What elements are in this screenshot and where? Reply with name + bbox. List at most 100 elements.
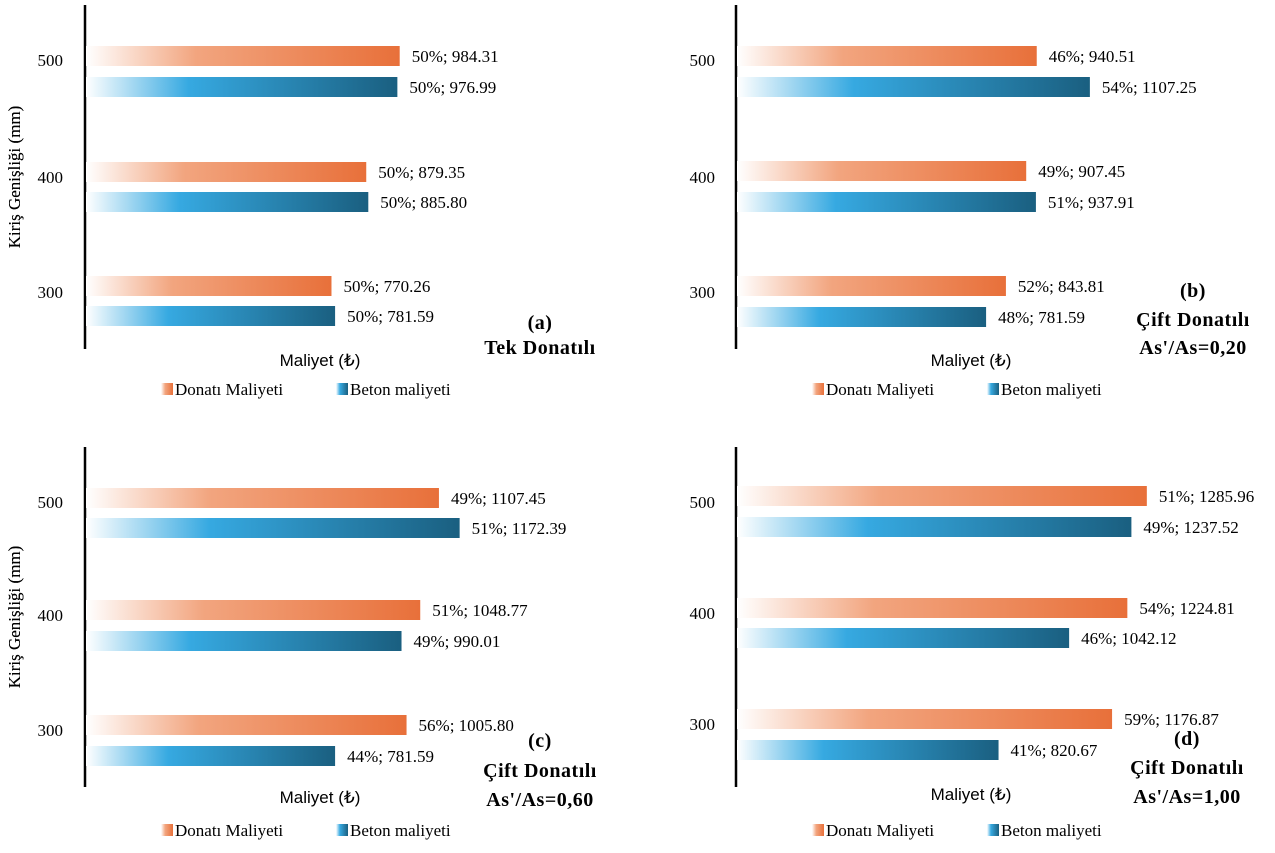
category-label-300: 300: [690, 715, 716, 734]
data-label-beton-500: 49%; 1237.52: [1143, 518, 1238, 537]
data-label-donati-300: 59%; 1176.87: [1124, 710, 1219, 729]
y-axis-label: Kiriş Genişliği (mm): [5, 106, 24, 249]
category-label-500: 500: [38, 493, 64, 512]
panel-caption-line: As'/As=0,20: [1139, 337, 1246, 359]
legend-label-beton: Beton maliyeti: [1001, 380, 1102, 399]
chart-panel-b: Kiriş Genişliği (mm) 300 400 500 52%; 843.81…: [5, 5, 1250, 399]
bar-beton-400: [737, 192, 1036, 212]
data-label-donati-400: 50%; 879.35: [378, 163, 465, 182]
panel-caption-line: Çift Donatılı: [1136, 309, 1250, 331]
chart-panel-a: Kiriş Genişliği (mm) 300 400 500 50%; 770.26…: [5, 5, 595, 399]
legend-label-beton: Beton maliyeti: [350, 821, 451, 840]
panel-caption-line: Çift Donatılı: [483, 760, 597, 782]
bar-donati-300: [86, 715, 407, 735]
bar-beton-300: [86, 746, 336, 766]
category-label-400: 400: [38, 606, 64, 625]
bar-donati-300: [86, 276, 332, 296]
bar-donati-400: [86, 162, 367, 182]
category-label-500: 500: [690, 51, 716, 70]
data-label-beton-400: 50%; 885.80: [380, 193, 467, 212]
data-label-beton-500: 51%; 1172.39: [472, 519, 567, 538]
data-label-donati-500: 51%; 1285.96: [1159, 487, 1254, 506]
category-label-500: 500: [690, 493, 716, 512]
bar-beton-400: [737, 628, 1070, 648]
legend-swatch-beton: [336, 824, 348, 836]
bar-donati-300: [737, 276, 1006, 296]
data-label-beton-400: 46%; 1042.12: [1081, 629, 1176, 648]
legend-swatch-beton: [987, 383, 999, 395]
category-label-400: 400: [690, 604, 716, 623]
bar-beton-400: [86, 192, 369, 212]
data-label-donati-500: 50%; 984.31: [412, 47, 499, 66]
panel-label: (c): [528, 730, 552, 752]
data-label-donati-400: 54%; 1224.81: [1139, 599, 1234, 618]
category-label-500: 500: [38, 51, 64, 70]
panel-label: (b): [1180, 280, 1206, 302]
bar-beton-300: [86, 306, 336, 326]
bar-donati-500: [737, 486, 1147, 506]
chart-panel-d: Kiriş Genişliği (mm) 300 400 500 59%; 1176.8…: [5, 447, 1254, 840]
legend-swatch-donati: [161, 383, 173, 395]
bar-beton-300: [737, 740, 999, 760]
data-label-donati-300: 56%; 1005.80: [419, 716, 514, 735]
x-axis-label: Maliyet (₺): [931, 785, 1012, 804]
legend-label-donati: Donatı Maliyeti: [826, 380, 934, 399]
data-label-donati-500: 49%; 1107.45: [451, 489, 546, 508]
category-label-300: 300: [38, 283, 64, 302]
chart-panel-c: Kiriş Genişliği (mm) 300 400 500 56%; 1005.8…: [5, 447, 597, 840]
bar-donati-400: [737, 161, 1027, 181]
data-label-beton-400: 49%; 990.01: [414, 632, 501, 651]
panel-caption-line: As'/As=1,00: [1133, 786, 1240, 808]
bar-beton-500: [86, 77, 398, 97]
legend-label-donati: Donatı Maliyeti: [826, 821, 934, 840]
bar-donati-400: [86, 600, 421, 620]
legend-label-beton: Beton maliyeti: [1001, 821, 1102, 840]
data-label-donati-500: 46%; 940.51: [1049, 47, 1136, 66]
data-label-beton-300: 50%; 781.59: [347, 307, 434, 326]
data-label-beton-400: 51%; 937.91: [1048, 193, 1135, 212]
bar-donati-500: [737, 46, 1037, 66]
bar-beton-500: [737, 517, 1132, 537]
legend-swatch-beton: [336, 383, 348, 395]
bar-beton-500: [86, 518, 460, 538]
legend-swatch-beton: [987, 824, 999, 836]
category-label-300: 300: [690, 283, 716, 302]
y-axis-label: Kiriş Genişliği (mm): [5, 106, 24, 249]
data-label-beton-500: 50%; 976.99: [409, 78, 496, 97]
legend-swatch-donati: [161, 824, 173, 836]
bar-donati-300: [737, 709, 1113, 729]
category-label-400: 400: [38, 168, 64, 187]
x-axis-label: Maliyet (₺): [931, 351, 1012, 370]
data-label-donati-300: 52%; 843.81: [1018, 277, 1105, 296]
y-axis-label: Kiriş Genişliği (mm): [5, 546, 24, 689]
panel-caption-line: As'/As=0,60: [486, 789, 593, 811]
legend-label-donati: Donatı Maliyeti: [175, 821, 283, 840]
bar-beton-300: [737, 307, 987, 327]
data-label-donati-300: 50%; 770.26: [343, 277, 430, 296]
y-axis-label: Kiriş Genişliği (mm): [5, 546, 24, 689]
data-label-donati-400: 49%; 907.45: [1038, 162, 1125, 181]
panel-label: (d): [1174, 728, 1200, 750]
data-label-donati-400: 51%; 1048.77: [432, 601, 528, 620]
x-axis-label: Maliyet (₺): [280, 788, 361, 807]
data-label-beton-300: 48%; 781.59: [998, 308, 1085, 327]
panel-caption-line: Çift Donatılı: [1130, 757, 1244, 779]
bar-donati-400: [737, 598, 1128, 618]
legend-swatch-donati: [812, 383, 824, 395]
legend-label-beton: Beton maliyeti: [350, 380, 451, 399]
panel-label: (a): [528, 312, 553, 334]
legend-label-donati: Donatı Maliyeti: [175, 380, 283, 399]
bar-beton-500: [737, 77, 1090, 97]
legend-swatch-donati: [812, 824, 824, 836]
x-axis-label: Maliyet (₺): [280, 351, 361, 370]
bar-donati-500: [86, 488, 439, 508]
bar-donati-500: [86, 46, 400, 66]
category-label-400: 400: [690, 168, 716, 187]
bar-beton-400: [86, 631, 402, 651]
data-label-beton-300: 44%; 781.59: [347, 747, 434, 766]
data-label-beton-300: 41%; 820.67: [1011, 741, 1098, 760]
category-label-300: 300: [38, 721, 64, 740]
panel-caption-line: Tek Donatılı: [484, 337, 595, 359]
data-label-beton-500: 54%; 1107.25: [1102, 78, 1197, 97]
